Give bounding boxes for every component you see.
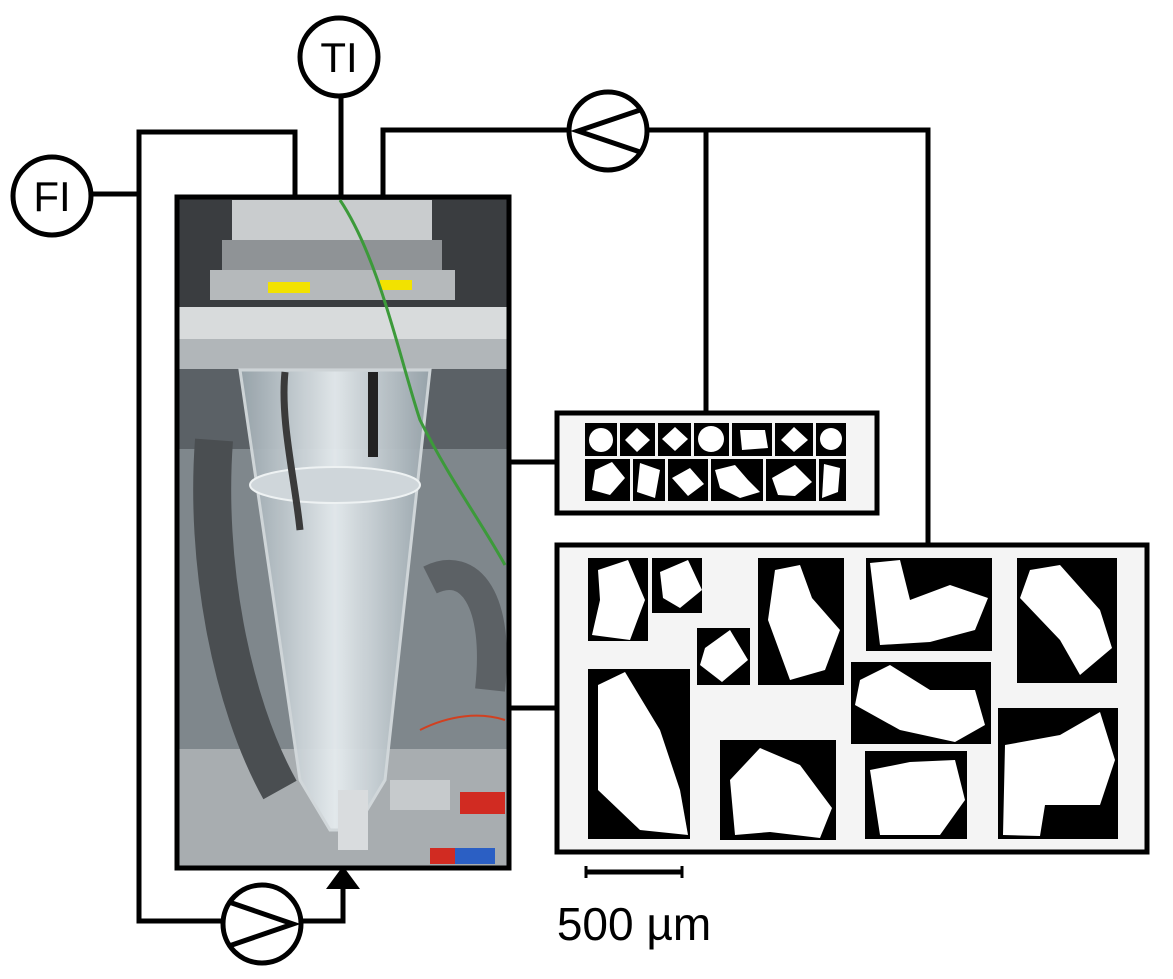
recirculation-loop-line <box>136 129 298 924</box>
flow-indicator: FI <box>10 154 94 238</box>
withdrawal-line <box>380 127 568 197</box>
particle-panel-large <box>554 542 1150 855</box>
particle-shapes-small <box>589 426 842 498</box>
particle-panel-small <box>554 410 880 516</box>
recirculation-return-line <box>302 880 346 924</box>
temperature-indicator: TI <box>297 15 381 99</box>
scale-bar: 500 µm <box>557 866 711 950</box>
temperature-indicator-label: TI <box>320 34 357 81</box>
crystallizer-photo <box>174 194 512 871</box>
particle-shapes-large <box>592 560 1115 838</box>
inlet-arrow-icon <box>326 866 360 889</box>
pump-bottom-icon <box>220 882 304 966</box>
flow-indicator-label: FI <box>33 173 70 220</box>
piping <box>92 98 931 924</box>
pump-top-icon <box>566 89 650 173</box>
sampling-line <box>648 127 931 545</box>
scale-bar-label: 500 µm <box>557 898 711 950</box>
